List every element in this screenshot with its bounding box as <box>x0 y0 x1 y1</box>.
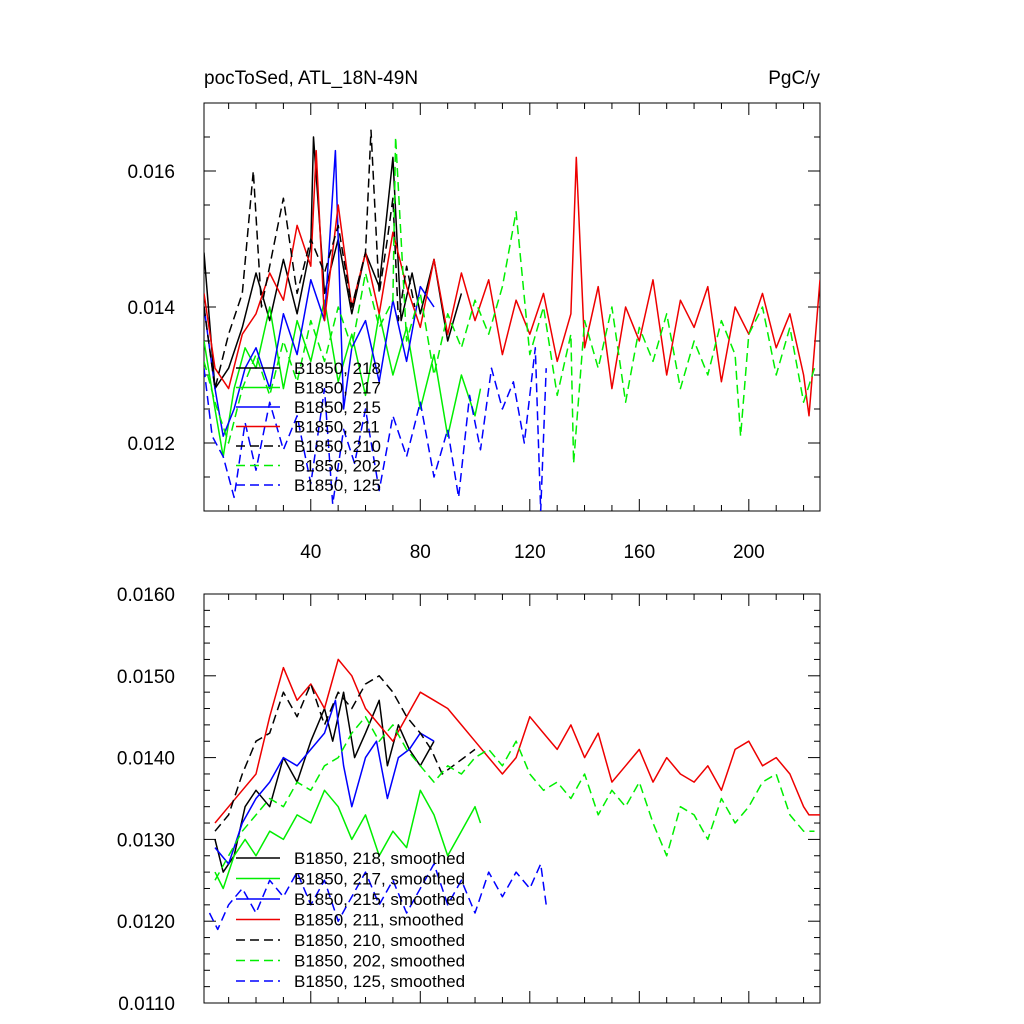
legend-label: B1850, 210, smoothed <box>294 931 465 950</box>
series-line <box>204 149 435 437</box>
x-tick-label: 200 <box>733 542 765 563</box>
y-tick-label: 0.0120 <box>117 912 175 933</box>
series-line <box>214 691 435 873</box>
legend-label: B1850, 215, smoothed <box>294 890 465 909</box>
y-tick-label: 0.0130 <box>117 830 175 851</box>
x-tick-label: 80 <box>410 542 431 563</box>
x-tick-label: 40 <box>300 542 321 563</box>
y-tick-label: 0.012 <box>127 434 175 455</box>
y-tick-label: 0.016 <box>127 162 175 183</box>
series-line <box>204 136 816 465</box>
series-line <box>204 129 416 390</box>
legend-label: B1850, 217 <box>294 379 381 398</box>
series-line <box>204 347 547 511</box>
legend-label: B1850, 210 <box>294 437 381 456</box>
legend-label: B1850, 215 <box>294 398 381 417</box>
units-label: PgC/y <box>768 68 820 89</box>
series-line <box>214 789 482 890</box>
y-tick-label: 0.0150 <box>117 667 175 688</box>
series-line <box>214 675 476 832</box>
series-group <box>208 658 820 931</box>
series-line <box>214 658 820 824</box>
y-tick-label: 0.0140 <box>117 749 175 770</box>
x-tick-label: 160 <box>623 542 655 563</box>
y-tick-label: 0.014 <box>127 298 175 319</box>
plot-frame <box>203 593 821 1004</box>
legend-label: B1850, 217, smoothed <box>294 870 465 889</box>
series-line <box>214 715 815 881</box>
series-line <box>214 699 435 865</box>
legend-label: B1850, 125 <box>294 476 381 495</box>
legend-label: B1850, 211, smoothed <box>294 911 464 930</box>
legend: B1850, 218, smoothed B1850, 217, smoothed… <box>236 849 465 991</box>
y-tick-label: 0.0110 <box>118 994 175 1015</box>
bottom-plot: 0.0110 0.0120 0.0130 0.0140 0.0150 0.0160 B185… <box>117 585 821 1015</box>
legend-label: B1850, 211 <box>294 418 380 437</box>
series-line <box>204 299 482 458</box>
legend-label: B1850, 218 <box>294 359 381 378</box>
chart-title: pocToSed, ATL_18N-49N <box>204 68 418 89</box>
y-tick-label: 0.0160 <box>117 585 175 606</box>
legend-label: B1850, 125, smoothed <box>294 972 465 991</box>
x-tick-label: 120 <box>514 542 546 563</box>
series-line <box>208 863 547 931</box>
legend-label: B1850, 202, smoothed <box>294 952 465 971</box>
legend-label: B1850, 202 <box>294 457 381 476</box>
series-group <box>204 129 820 511</box>
series-line <box>204 149 820 417</box>
legend-label: B1850, 218, smoothed <box>294 849 465 868</box>
